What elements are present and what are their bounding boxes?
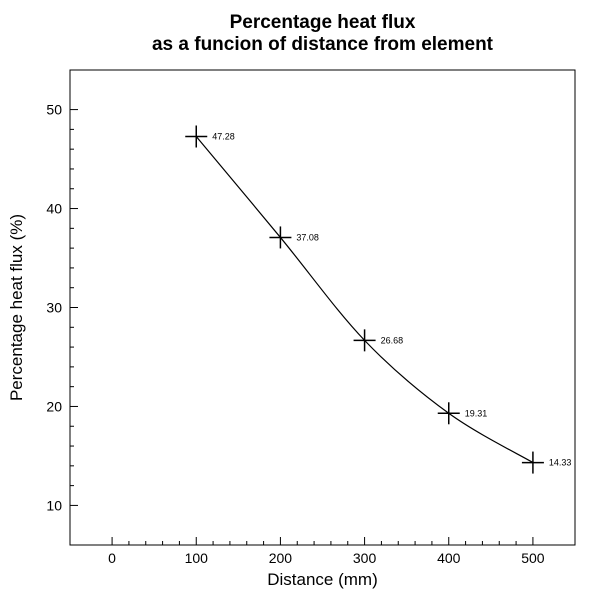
data-label: 26.68 xyxy=(381,335,404,345)
chart-title-line1: Percentage heat flux xyxy=(230,12,416,33)
x-tick-label: 200 xyxy=(269,550,293,566)
x-tick-label: 400 xyxy=(437,550,461,566)
heat-flux-chart: Percentage heat fluxas a funcion of dist… xyxy=(0,0,590,593)
y-axis-label: Percentage heat flux (%) xyxy=(7,214,26,401)
data-marker xyxy=(438,402,460,424)
x-tick-label: 0 xyxy=(108,550,116,566)
y-tick-label: 50 xyxy=(46,102,62,118)
data-label: 14.33 xyxy=(549,458,572,468)
y-tick-label: 40 xyxy=(46,201,62,217)
data-label: 37.08 xyxy=(296,232,319,242)
x-tick-label: 100 xyxy=(185,550,209,566)
chart-title-line2: as a funcion of distance from element xyxy=(152,34,494,55)
y-tick-label: 10 xyxy=(46,497,62,513)
data-label: 47.28 xyxy=(212,132,235,142)
x-tick-label: 500 xyxy=(521,550,545,566)
plot-area xyxy=(70,70,575,545)
data-marker xyxy=(185,126,207,148)
x-tick-label: 300 xyxy=(353,550,377,566)
data-marker xyxy=(522,452,544,474)
y-tick-label: 20 xyxy=(46,398,62,414)
x-axis-label: Distance (mm) xyxy=(267,570,378,589)
data-label: 19.31 xyxy=(465,408,488,418)
y-tick-label: 30 xyxy=(46,300,62,316)
data-marker xyxy=(269,226,291,248)
